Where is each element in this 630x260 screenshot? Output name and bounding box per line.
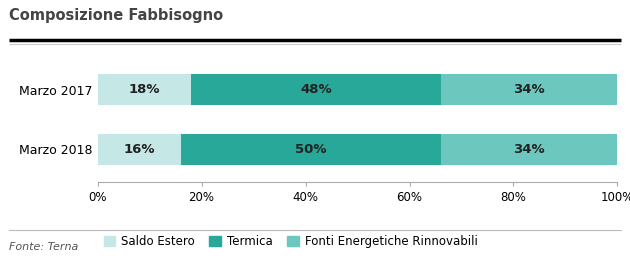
Bar xyxy=(440,134,617,165)
Text: 50%: 50% xyxy=(295,143,326,156)
Text: 48%: 48% xyxy=(300,83,332,96)
Bar xyxy=(440,74,617,105)
Text: 16%: 16% xyxy=(123,143,155,156)
Text: Fonte: Terna: Fonte: Terna xyxy=(9,242,79,252)
Bar xyxy=(192,74,440,105)
Text: Composizione Fabbisogno: Composizione Fabbisogno xyxy=(9,8,224,23)
Bar xyxy=(98,74,192,105)
Text: 34%: 34% xyxy=(513,143,545,156)
Bar xyxy=(98,134,181,165)
Text: 34%: 34% xyxy=(513,83,545,96)
Legend: Saldo Estero, Termica, Fonti Energetiche Rinnovabili: Saldo Estero, Termica, Fonti Energetiche… xyxy=(103,235,478,248)
Bar xyxy=(181,134,441,165)
Text: 18%: 18% xyxy=(129,83,160,96)
